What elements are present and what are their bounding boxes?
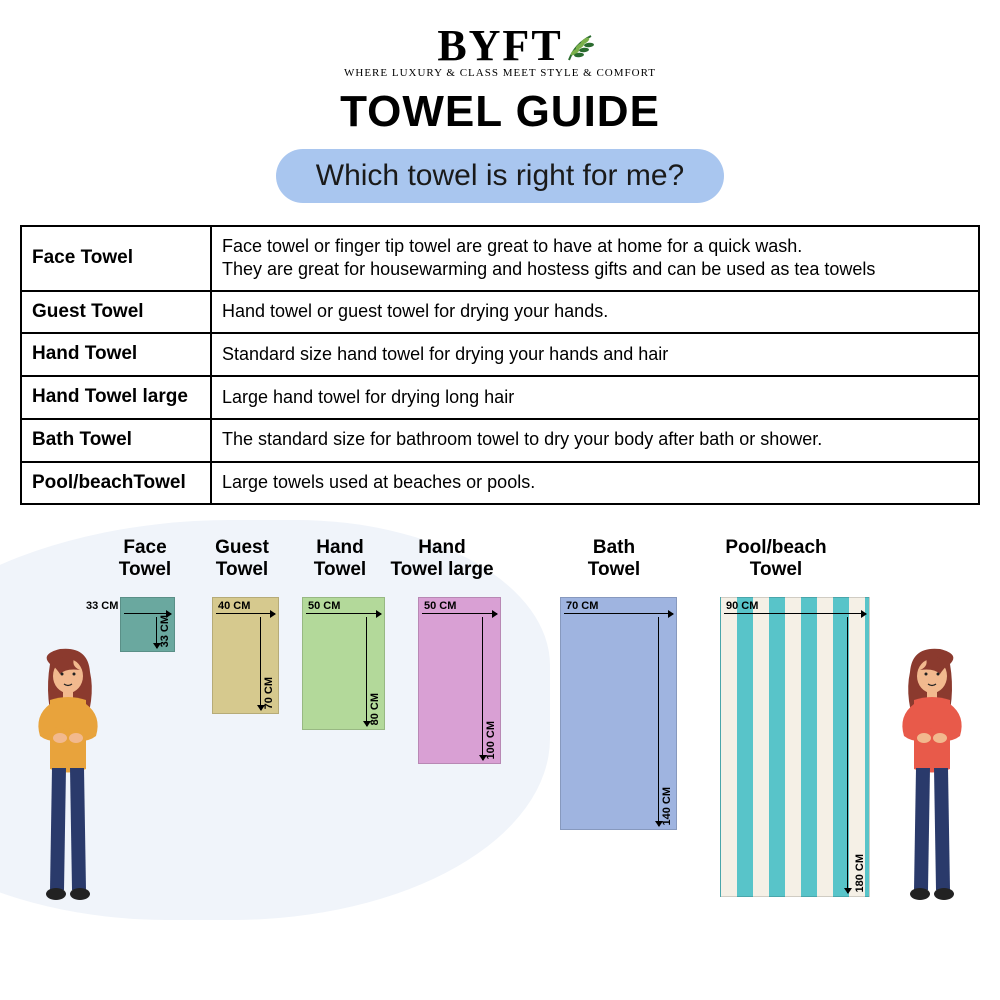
subtitle-pill: Which towel is right for me? <box>276 149 724 203</box>
page-title: TOWEL GUIDE <box>0 87 1000 137</box>
towel-width-label: 50 CM <box>308 600 340 612</box>
towel-height-label: 80 CM <box>369 693 381 725</box>
table-row: Hand TowelStandard size hand towel for d… <box>21 333 979 376</box>
towel-type-label: Face Towel <box>21 226 211 291</box>
towel-type-label: Hand Towel large <box>21 376 211 419</box>
towel-type-label: Guest Towel <box>21 291 211 334</box>
towel-rect: 70 CM 140 CM <box>560 597 677 830</box>
towel-height-label: 180 CM <box>854 854 866 893</box>
towel-width-arrow <box>306 613 381 614</box>
table-row: Pool/beachTowelLarge towels used at beac… <box>21 462 979 505</box>
towel-height-label: 100 CM <box>485 721 497 760</box>
table-row: Hand Towel largeLarge hand towel for dry… <box>21 376 979 419</box>
towel-type-desc: Standard size hand towel for drying your… <box>211 333 979 376</box>
brand-logo: BYFT <box>437 20 562 71</box>
towel-type-desc: Large towels used at beaches or pools. <box>211 462 979 505</box>
towel-width-label: 33 CM <box>86 600 118 612</box>
towel-width-label: 90 CM <box>726 600 758 612</box>
towel-rect: 50 CM 100 CM <box>418 597 501 764</box>
towel-width-arrow <box>422 613 497 614</box>
towel-height-label: 70 CM <box>263 677 275 709</box>
brand-text: BYFT <box>437 21 562 70</box>
towel-rect: 40 CM 70 CM <box>212 597 279 714</box>
towel-size-chart: Face Towel33 CM33 CMGuest Towel40 CM70 C… <box>0 517 1000 927</box>
towel-width-label: 40 CM <box>218 600 250 612</box>
towel-rect: 90 CM 180 CM <box>720 597 870 897</box>
person-illustration-left <box>20 644 115 909</box>
towel-height-arrow <box>260 617 261 710</box>
header: BYFT WHERE LUXURY & CLASS MEET STYLE & C… <box>0 0 1000 203</box>
towel-type-desc: The standard size for bathroom towel to … <box>211 419 979 462</box>
towel-type-desc: Hand towel or guest towel for drying you… <box>211 291 979 334</box>
towel-rect: 50 CM 80 CM <box>302 597 385 730</box>
towel-height-label: 33 CM <box>159 615 171 647</box>
towel-height-label: 140 CM <box>661 787 673 826</box>
towel-type-desc: Face towel or finger tip towel are great… <box>211 226 979 291</box>
table-row: Guest TowelHand towel or guest towel for… <box>21 291 979 334</box>
towel-height-arrow <box>156 617 157 648</box>
towel-width-arrow <box>564 613 673 614</box>
towel-height-arrow <box>847 617 848 893</box>
towel-type-label: Pool/beachTowel <box>21 462 211 505</box>
towel-width-arrow <box>216 613 275 614</box>
towel-chart-label: Bath Towel <box>554 537 674 581</box>
towel-table: Face TowelFace towel or finger tip towel… <box>20 225 980 505</box>
towel-type-label: Hand Towel <box>21 333 211 376</box>
table-row: Bath TowelThe standard size for bathroom… <box>21 419 979 462</box>
towel-type-desc: Large hand towel for drying long hair <box>211 376 979 419</box>
towel-rect: 33 CM33 CM <box>120 597 175 652</box>
person-illustration-right <box>885 644 980 909</box>
towel-height-arrow <box>366 617 367 726</box>
towel-height-arrow <box>658 617 659 826</box>
towel-color-box <box>560 597 677 830</box>
leaf-icon <box>565 24 599 75</box>
towel-chart-label: Hand Towel large <box>382 537 502 581</box>
towel-chart-label: Pool/beach Towel <box>716 537 836 581</box>
towel-width-arrow <box>724 613 866 614</box>
towel-height-arrow <box>482 617 483 760</box>
towel-type-label: Bath Towel <box>21 419 211 462</box>
towel-width-label: 50 CM <box>424 600 456 612</box>
towel-width-label: 70 CM <box>566 600 598 612</box>
table-row: Face TowelFace towel or finger tip towel… <box>21 226 979 291</box>
